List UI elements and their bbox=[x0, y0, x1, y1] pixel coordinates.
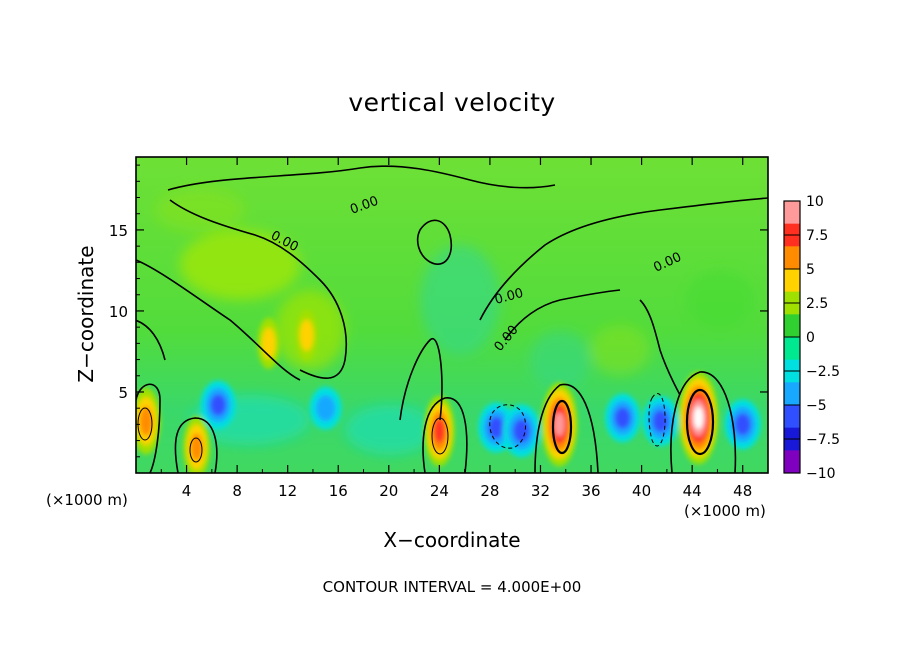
cell-contour-fill bbox=[210, 394, 226, 416]
updraft-cell bbox=[136, 387, 161, 455]
contour-line bbox=[639, 299, 681, 396]
cell-contour-fill bbox=[734, 413, 751, 436]
x-tick-label: 8 bbox=[232, 482, 242, 500]
y-tick-label: 5 bbox=[118, 384, 128, 402]
cell-contour-fill bbox=[693, 406, 704, 430]
contour-line bbox=[670, 371, 737, 473]
x-tick-label: 40 bbox=[632, 482, 651, 500]
x-unit-label-right: (×1000 m) bbox=[684, 502, 766, 520]
colorbar-tick-label: 10 bbox=[806, 194, 824, 210]
updraft-cell bbox=[183, 416, 211, 473]
x-axis-label: X−coordinate bbox=[383, 528, 521, 552]
velocity-cells bbox=[136, 309, 761, 473]
plot-frame bbox=[135, 156, 769, 474]
x-tick-label: 4 bbox=[182, 482, 192, 500]
colorbar-tick-label: −10 bbox=[806, 466, 836, 482]
downdraft-cell bbox=[724, 399, 761, 450]
contour-line bbox=[479, 197, 768, 321]
colorbar-tick-label: −5 bbox=[806, 398, 827, 414]
contour-line bbox=[504, 289, 621, 341]
cell-contour-fill bbox=[513, 419, 530, 443]
updraft-cell bbox=[257, 317, 280, 369]
downdraft-cell bbox=[478, 402, 515, 453]
contour-line bbox=[174, 417, 218, 473]
x-tick-label: 36 bbox=[581, 482, 600, 500]
colorbar-swatch bbox=[784, 405, 800, 429]
contour-line bbox=[685, 388, 715, 456]
updraft-cell bbox=[424, 395, 455, 467]
x-tick-label: 24 bbox=[430, 482, 449, 500]
colorbar-tick-label: 7.5 bbox=[806, 228, 828, 244]
colorbar-swatch bbox=[784, 246, 800, 270]
contour-line bbox=[136, 319, 166, 361]
updraft-cell bbox=[295, 309, 318, 361]
colorbar: 10 7.5 5 2.5 0 −2.5 −5 −7.5 −10 bbox=[783, 194, 840, 482]
contour-line bbox=[399, 337, 443, 421]
x-tick-label: 44 bbox=[683, 482, 702, 500]
cell-contour-fill bbox=[261, 327, 276, 360]
colorbar-swatch bbox=[784, 269, 800, 293]
cell-contour-fill bbox=[488, 416, 505, 439]
cell-contour-fill bbox=[299, 319, 314, 351]
x-tick-label: 28 bbox=[480, 482, 499, 500]
x-tick-label: 16 bbox=[329, 482, 348, 500]
contour-line bbox=[169, 199, 348, 379]
x-tick-label: 20 bbox=[379, 482, 398, 500]
cell-contour-fill bbox=[652, 410, 669, 433]
colorbar-swatch bbox=[784, 450, 800, 474]
y-tick-label: 15 bbox=[109, 222, 128, 240]
cell-contour-fill bbox=[614, 407, 631, 429]
x-tick-label: 12 bbox=[278, 482, 297, 500]
y-tick-label: 10 bbox=[109, 303, 128, 321]
contour-line bbox=[534, 383, 599, 473]
colorbar-swatch bbox=[784, 337, 800, 361]
colorbar-tick-label: 2.5 bbox=[806, 296, 828, 312]
cell-contour-fill bbox=[554, 412, 565, 437]
contour-line bbox=[431, 417, 449, 455]
downdraft-cell bbox=[502, 404, 541, 458]
updraft-cell bbox=[678, 371, 719, 465]
contour-line bbox=[551, 399, 573, 455]
colorbar-tick-label: 5 bbox=[806, 262, 815, 278]
cell-contour-fill bbox=[434, 418, 445, 444]
contour-line bbox=[648, 393, 666, 447]
contour-line bbox=[189, 437, 203, 463]
chart-title: vertical velocity bbox=[348, 88, 556, 117]
downdraft-cell bbox=[200, 380, 236, 430]
contour-interval-note: CONTOUR INTERVAL = 4.000E+00 bbox=[322, 578, 582, 596]
downdraft-cell bbox=[309, 386, 342, 430]
cell-contour-fill bbox=[139, 406, 153, 436]
contour-line bbox=[136, 383, 161, 473]
contour-lines bbox=[136, 165, 768, 473]
downdraft-cell bbox=[605, 393, 641, 443]
contour-line bbox=[422, 397, 468, 473]
colorbar-tick-label: −2.5 bbox=[806, 364, 840, 380]
colorbar-swatch bbox=[784, 382, 800, 406]
contour-line bbox=[136, 259, 301, 381]
colorbar-tick-label: −7.5 bbox=[806, 432, 840, 448]
colorbar-tick-label: 0 bbox=[806, 330, 815, 346]
contour-line bbox=[416, 219, 452, 265]
colorbar-swatch bbox=[784, 314, 800, 338]
colorbar-swatch bbox=[784, 201, 800, 225]
cell-contour-fill bbox=[315, 394, 336, 422]
contour-line bbox=[167, 165, 556, 191]
contour-label: 0.00 bbox=[493, 286, 525, 308]
x-tick-label: 32 bbox=[531, 482, 550, 500]
x-tick-label: 48 bbox=[733, 482, 752, 500]
x-unit-label-left: (×1000 m) bbox=[46, 491, 128, 509]
